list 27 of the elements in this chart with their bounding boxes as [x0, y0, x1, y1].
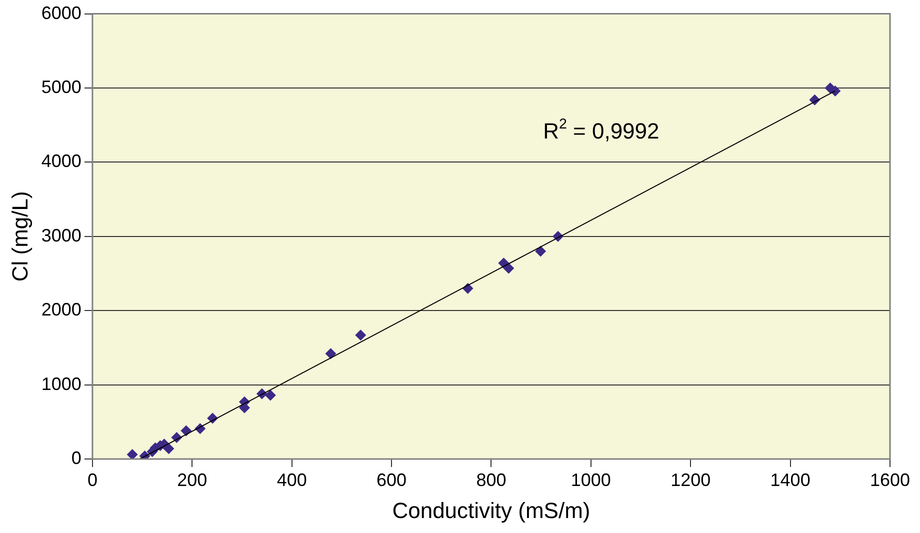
point [830, 85, 841, 96]
point [355, 330, 366, 341]
x-tick-label: 1400 [770, 470, 810, 490]
point [325, 348, 336, 360]
y-tick-label: 1000 [41, 374, 82, 394]
x-tick-label: 1000 [570, 470, 611, 490]
y-tick-label: 3000 [41, 225, 82, 246]
x-tick-label: 1600 [870, 470, 910, 490]
y-tick-label: 6000 [41, 2, 82, 23]
point [264, 390, 276, 401]
point [535, 246, 546, 257]
point [503, 262, 514, 274]
y-tick-label: 5000 [41, 76, 82, 97]
x-tick-label: 800 [476, 470, 506, 490]
y-tick-label: 4000 [41, 151, 82, 172]
y-axis-title: Cl (mg/L) [7, 191, 32, 282]
x-tick-label: 200 [177, 470, 208, 490]
x-axis-title: Conductivity (mS/m) [392, 498, 590, 523]
x-tick-label: 600 [376, 470, 407, 490]
x-tick-label: 0 [87, 470, 98, 490]
x-tick-label: 400 [276, 470, 307, 490]
y-tick-label: 2000 [41, 300, 82, 320]
y-tick-label: 0 [71, 448, 82, 468]
point [126, 449, 138, 459]
point [180, 425, 192, 436]
x-tick-label: 1200 [670, 470, 711, 490]
point [163, 443, 174, 454]
